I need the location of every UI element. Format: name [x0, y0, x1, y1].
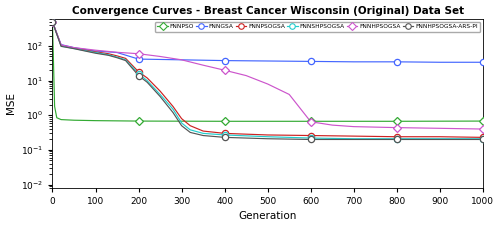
X-axis label: Generation: Generation: [238, 211, 297, 222]
Title: Convergence Curves - Breast Cancer Wisconsin (Original) Data Set: Convergence Curves - Breast Cancer Wisco…: [72, 5, 464, 16]
Legend: FNNPSO, FNNGSA, FNNPSOGSA, FNNSHPSOGSA, FNNHPSOGSA, FNNHPSOGSA-ARS-PI: FNNPSO, FNNGSA, FNNPSOGSA, FNNSHPSOGSA, …: [155, 22, 480, 32]
Y-axis label: MSE: MSE: [6, 92, 16, 114]
